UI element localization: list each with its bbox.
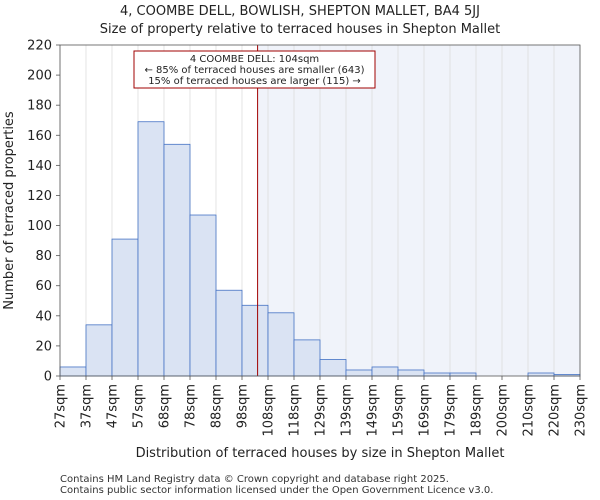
bar [527, 372, 555, 377]
y-tick-label: 80 [35, 249, 52, 264]
y-tick-label: 200 [27, 69, 52, 84]
x-tick-label: 57sqm [132, 384, 147, 428]
x-axis-label: Distribution of terraced houses by size … [136, 446, 505, 461]
annotation-line-1: 4 COOMBE DELL: 104sqm [190, 54, 319, 65]
bar [85, 324, 113, 377]
bar [449, 372, 477, 377]
highlight-region [257, 45, 580, 376]
annotation-frame [133, 50, 376, 89]
y-axis-label: Number of terraced properties [2, 111, 17, 310]
x-tick-label: 159sqm [392, 384, 407, 437]
x-tick-label: 169sqm [418, 384, 433, 437]
x-tick-label: 47sqm [106, 384, 121, 428]
annotation-line-2: ← 85% of terraced houses are smaller (64… [144, 65, 364, 76]
y-tick-label: 220 [27, 39, 52, 54]
chart-title: 4, COOMBE DELL, BOWLISH, SHEPTON MALLET,… [120, 4, 480, 19]
x-tick-label: 210sqm [522, 384, 537, 437]
y-tick-labels: 0 20 40 60 80 100 120 140 160 180 200 220 [27, 39, 60, 385]
x-tick-label: 37sqm [80, 384, 95, 428]
bar [371, 366, 399, 377]
y-tick-label: 60 [35, 279, 52, 294]
bar [215, 289, 243, 377]
x-tick-label: 200sqm [496, 384, 511, 437]
x-tick-label: 189sqm [470, 384, 485, 437]
y-tick-label: 120 [27, 189, 52, 204]
x-tick-label: 118sqm [288, 384, 303, 437]
y-tick-label: 0 [44, 370, 52, 385]
bar [189, 214, 217, 377]
x-tick-label: 27sqm [54, 384, 69, 428]
bar [163, 143, 191, 377]
x-tick-label: 230sqm [574, 384, 589, 437]
x-tick-labels: 27sqm 37sqm 47sqm 57sqm 68sqm 78sqm 88sqm 98sqm… [54, 376, 589, 437]
bar [59, 366, 87, 377]
bar [241, 304, 269, 377]
x-tick-label: 220sqm [548, 384, 563, 437]
footer-licence: Contains public sector information licen… [60, 485, 494, 496]
bar [293, 339, 321, 377]
y-tick-label: 160 [27, 129, 52, 144]
y-tick-label: 100 [27, 219, 52, 234]
x-tick-label: 68sqm [158, 384, 173, 428]
x-tick-label: 129sqm [314, 384, 329, 437]
bar [397, 369, 425, 377]
x-tick-label: 88sqm [210, 384, 225, 428]
bar [111, 238, 139, 377]
bar [423, 372, 451, 377]
x-tick-label: 98sqm [236, 384, 251, 428]
x-tick-label: 108sqm [262, 384, 277, 437]
bar [137, 121, 165, 377]
x-tick-label: 139sqm [340, 384, 355, 437]
bar [319, 359, 347, 377]
y-tick-label: 40 [35, 309, 52, 324]
x-tick-label: 149sqm [366, 384, 381, 437]
y-tick-label: 140 [27, 159, 52, 174]
footer-copyright: Contains HM Land Registry data © Crown c… [60, 474, 449, 485]
x-tick-label: 179sqm [444, 384, 459, 437]
bar [345, 369, 373, 377]
annotation-line-3: 15% of terraced houses are larger (115) … [148, 76, 361, 87]
bar [267, 312, 295, 377]
y-tick-label: 180 [27, 99, 52, 114]
chart-subtitle: Size of property relative to terraced ho… [99, 22, 501, 37]
annotation-box: 4 COOMBE DELL: 104sqm ← 85% of terraced … [133, 50, 376, 89]
y-tick-label: 20 [35, 339, 52, 354]
x-tick-label: 78sqm [184, 384, 199, 428]
